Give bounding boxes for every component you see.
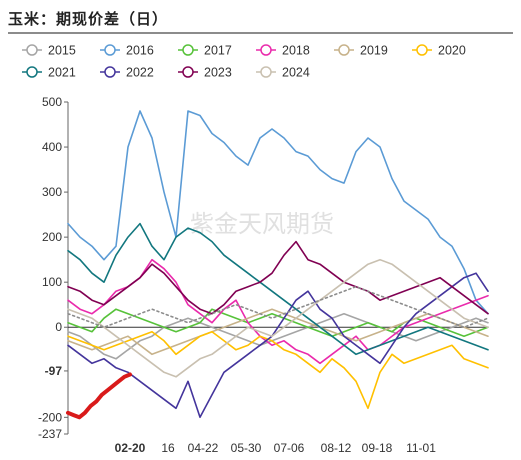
legend-label-2022: 2022: [126, 66, 154, 80]
y-tick-label: -200: [38, 410, 62, 424]
y-tick-label: -97: [45, 364, 63, 378]
series-2021: [67, 222, 489, 356]
y-tick-label: 500: [42, 95, 62, 109]
legend-label-2019: 2019: [360, 44, 388, 58]
x-tick-label: 05-30: [231, 441, 262, 455]
legend-marker-2017: [182, 44, 194, 56]
legend-marker-2016: [104, 44, 116, 56]
watermark: 紫金天风期货: [190, 210, 334, 238]
x-tick-label: 08-12: [321, 441, 352, 455]
series-2015-2024均值: [67, 285, 489, 329]
legend-marker-2018: [260, 44, 272, 56]
x-tick-label: 02-20: [115, 441, 146, 455]
y-tick-label: 300: [42, 185, 62, 199]
legend-label-2020: 2020: [438, 44, 466, 58]
series-2024: [67, 258, 489, 378]
legend-marker-2015: [26, 44, 38, 56]
series-2015: [67, 312, 489, 360]
y-tick-label: -237: [38, 427, 62, 441]
series-2023: [67, 240, 489, 315]
legend-marker-2023: [182, 66, 194, 78]
legend-marker-2022: [104, 66, 116, 78]
series-2025: [66, 372, 132, 420]
legend-label-2018: 2018: [282, 44, 310, 58]
y-tick-label: 100: [42, 275, 62, 289]
legend-label-2021: 2021: [48, 66, 76, 80]
legend-label-2024: 2024: [282, 66, 310, 80]
legend-marker-2024: [260, 66, 272, 78]
legend-marker-2021: [26, 66, 38, 78]
x-tick-label: 07-06: [274, 441, 305, 455]
x-tick-label: 16: [161, 441, 175, 455]
legend-label-2017: 2017: [204, 44, 232, 58]
x-tick-label: 11-01: [406, 441, 436, 455]
x-tick-label: 09-18: [362, 441, 393, 455]
legend-label-2023: 2023: [204, 66, 232, 80]
y-tick-label: 200: [42, 230, 62, 244]
x-tick-label: 04-22: [188, 441, 219, 455]
chart-title: 玉米：期现价差（日）: [8, 10, 169, 28]
y-tick-label: 0: [55, 320, 62, 334]
legend-label-2016: 2016: [126, 44, 154, 58]
series-2022: [67, 272, 489, 419]
legend-marker-2020: [416, 44, 428, 56]
series-2020: [67, 330, 489, 410]
title-underline: [8, 32, 513, 34]
series-2019: [67, 308, 489, 356]
legend-marker-2019: [338, 44, 350, 56]
series-2016: [67, 110, 489, 315]
legend-label-2015: 2015: [48, 44, 76, 58]
y-tick-label: 400: [42, 140, 62, 154]
